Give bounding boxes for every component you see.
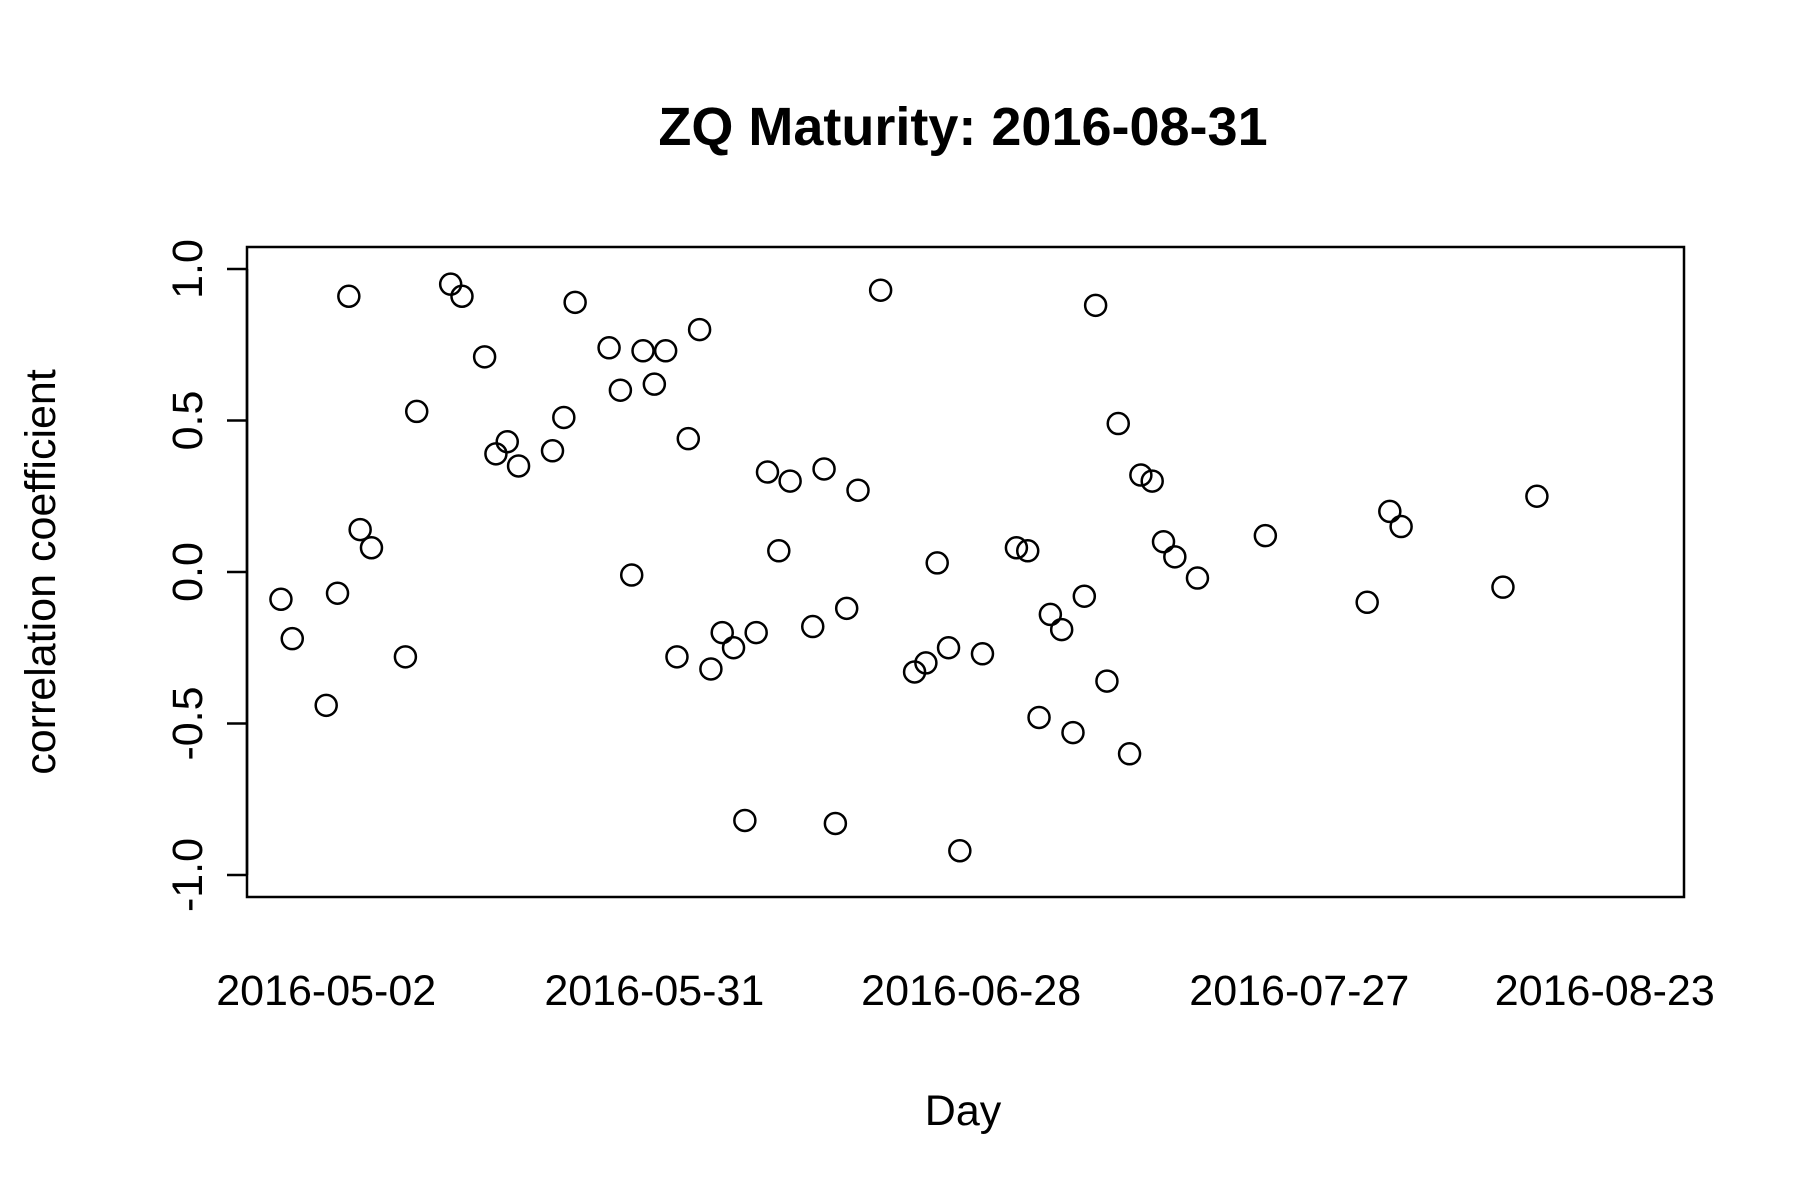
- data-point: [314, 693, 338, 718]
- x-tick-label: 2016-05-31: [544, 967, 764, 1015]
- y-axis: -1.0 -0.5 0.0 0.5 1.0: [164, 239, 249, 912]
- data-point: [337, 284, 361, 309]
- data-point: [676, 426, 701, 451]
- data-point: [1038, 602, 1063, 627]
- data-point: [359, 536, 384, 560]
- data-point: [619, 563, 644, 587]
- scatter-points: [269, 272, 1549, 863]
- data-point: [1140, 469, 1164, 493]
- data-point: [348, 517, 372, 542]
- data-point: [834, 596, 859, 621]
- y-tick-label: 1.0: [164, 239, 212, 299]
- data-point: [1117, 742, 1142, 766]
- data-point: [936, 636, 961, 660]
- x-tick-label: 2016-08-23: [1495, 967, 1715, 1015]
- x-tick-label: 2016-06-28: [861, 967, 1081, 1015]
- data-point: [925, 551, 949, 575]
- data-point: [1389, 514, 1413, 539]
- y-axis-label: correlation coefficient: [17, 369, 65, 775]
- data-point: [280, 626, 305, 651]
- data-point: [812, 457, 836, 481]
- data-point: [1095, 669, 1119, 693]
- data-point: [1049, 617, 1074, 642]
- plot-area-frame: [245, 245, 1686, 899]
- data-point: [484, 442, 508, 466]
- data-point: [1253, 523, 1278, 548]
- x-tick-label: 2016-07-27: [1189, 967, 1409, 1015]
- data-point: [1072, 584, 1097, 608]
- data-point: [1525, 484, 1549, 508]
- data-point: [767, 539, 791, 563]
- x-axis-tick-labels: 2016-05-02 2016-05-31 2016-06-28 2016-07-27…: [216, 967, 1715, 1015]
- data-point: [1015, 539, 1040, 563]
- y-tick-label: 0.0: [164, 542, 212, 602]
- data-point: [868, 278, 893, 302]
- y-tick-label: -1.0: [164, 838, 212, 912]
- data-point: [506, 454, 531, 478]
- data-point: [733, 808, 757, 833]
- data-point: [393, 645, 418, 669]
- data-point: [948, 839, 972, 863]
- data-point: [563, 290, 587, 315]
- data-point: [687, 317, 712, 342]
- data-point: [1083, 293, 1108, 318]
- data-point: [653, 339, 678, 363]
- data-point: [1061, 720, 1085, 745]
- data-point: [1378, 499, 1402, 524]
- data-point: [495, 429, 519, 454]
- data-point: [970, 642, 995, 666]
- data-point: [778, 469, 802, 493]
- data-point: [1491, 575, 1515, 599]
- data-point: [540, 439, 565, 463]
- data-point: [552, 405, 576, 430]
- data-point: [438, 272, 463, 296]
- data-point: [1185, 566, 1210, 590]
- data-point: [1151, 529, 1176, 554]
- data-point: [1163, 545, 1187, 569]
- data-point: [597, 336, 621, 360]
- data-point: [665, 645, 689, 669]
- data-point: [1129, 463, 1153, 487]
- data-point: [800, 614, 825, 639]
- data-point: [1004, 536, 1029, 560]
- y-tick-label: 0.5: [164, 391, 212, 451]
- data-point: [721, 636, 746, 660]
- data-point: [1355, 590, 1379, 615]
- data-point: [325, 581, 350, 605]
- data-point: [642, 372, 667, 396]
- data-point: [755, 460, 780, 484]
- x-axis-label: Day: [925, 1087, 1002, 1135]
- data-point: [744, 620, 768, 645]
- data-point: [699, 657, 723, 681]
- data-point: [608, 378, 633, 402]
- data-point: [404, 399, 429, 424]
- data-point: [450, 284, 474, 309]
- data-point: [914, 651, 938, 675]
- data-point: [472, 345, 497, 369]
- x-tick-label: 2016-05-02: [216, 967, 436, 1015]
- data-point: [846, 478, 870, 502]
- y-tick-label: -0.5: [164, 686, 212, 760]
- data-point: [823, 811, 848, 836]
- data-point: [1106, 411, 1131, 436]
- chart-title: ZQ Maturity: 2016-08-31: [658, 97, 1267, 157]
- data-point: [269, 587, 293, 612]
- data-point: [710, 620, 734, 645]
- data-point: [631, 339, 655, 363]
- data-point: [1027, 705, 1051, 730]
